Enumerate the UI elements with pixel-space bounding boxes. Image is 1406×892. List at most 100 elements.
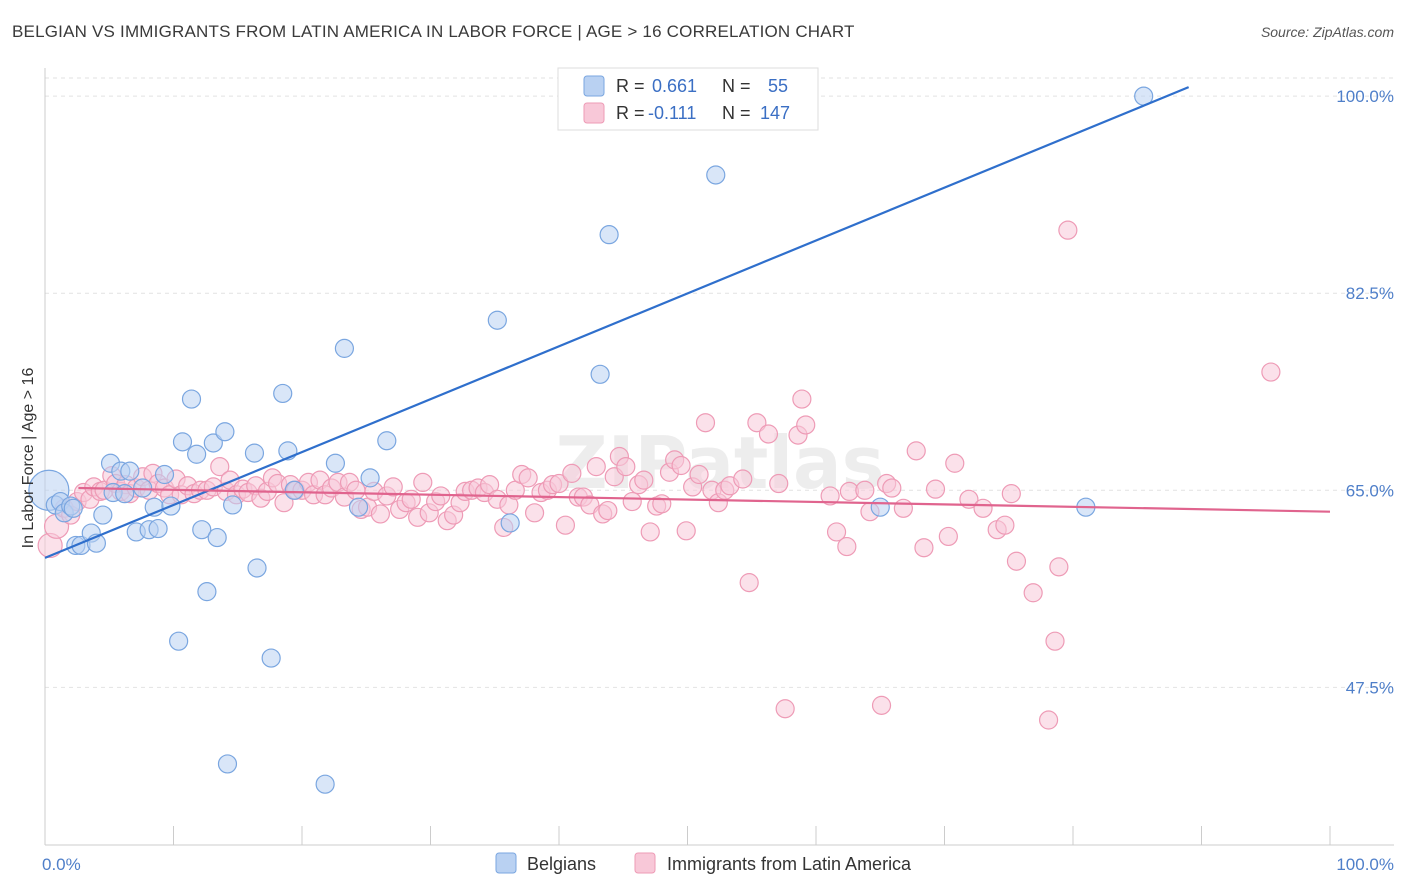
latin-america-point [562, 463, 582, 483]
latin-america-point [837, 536, 857, 557]
legend-label-latin-america: Immigrants from Latin America [667, 854, 912, 874]
belgian-point [360, 468, 380, 488]
latin-america-point [1001, 484, 1021, 504]
latin-america-point [792, 389, 812, 409]
stats-n-value-2: 147 [760, 103, 790, 123]
belgian-point [148, 518, 168, 539]
latin-america-point [1038, 710, 1059, 730]
belgian-point [192, 520, 212, 540]
latin-america-point [383, 477, 403, 497]
chart-source: Source: ZipAtlas.com [1260, 24, 1394, 40]
stats-n-label-2: N = [722, 103, 751, 123]
stats-r-label-2: R = [616, 103, 645, 123]
legend-swatch-belgians [495, 852, 517, 874]
latin-america-point [652, 494, 672, 514]
belgian-point [187, 444, 207, 464]
belgian-point [348, 497, 369, 517]
stats-n-label-1: N = [722, 76, 751, 96]
latin-america-point [695, 413, 716, 433]
stats-legend: R = 0.661 N = 55 R = -0.111 N = 147 [557, 67, 819, 131]
stats-n-value-1: 55 [768, 76, 788, 96]
latin-america-point [906, 441, 926, 461]
latin-america-point [758, 424, 779, 444]
latin-america-point [775, 699, 795, 719]
belgian-point [197, 582, 217, 602]
latin-america-point [1261, 362, 1281, 382]
axes [44, 68, 1394, 846]
belgian-point [590, 364, 610, 384]
belgian-point [154, 464, 175, 485]
latin-america-point [733, 469, 753, 489]
x-tick-label-max: 100.0% [1336, 855, 1394, 874]
latin-america-point [671, 455, 691, 476]
stats-r-value-2: -0.111 [648, 103, 696, 123]
belgian-point [169, 631, 189, 651]
belgian-point [63, 498, 83, 518]
latin-america-point [640, 522, 660, 542]
latin-america-point [676, 521, 696, 541]
y-tick-label: 47.5% [1346, 678, 1394, 697]
belgian-point [500, 513, 520, 533]
trend-lines [44, 86, 1331, 559]
latin-america-point [925, 479, 946, 499]
latin-america-point [882, 478, 902, 498]
latin-america-point [1006, 551, 1027, 571]
legend-swatch-latin-america [634, 852, 656, 874]
belgian-point [120, 461, 140, 481]
x-ticks [173, 826, 1331, 845]
x-tick-label-min: 0.0% [42, 855, 81, 874]
latin-america-point [893, 498, 913, 518]
belgian-point [870, 497, 890, 517]
belgian-point [247, 558, 267, 578]
y-tick-label: 82.5% [1346, 284, 1394, 303]
latin-america-point [945, 453, 965, 473]
belgian-point [261, 648, 281, 668]
stats-r-value-1: 0.661 [652, 76, 697, 96]
belgian-trend-line [44, 86, 1190, 559]
belgian-point [706, 165, 726, 185]
latin-america-point [524, 503, 545, 523]
y-axis-label: In Labor Force | Age > 16 [20, 368, 37, 549]
stats-swatch-latin-america [583, 102, 605, 124]
latin-america-point [871, 695, 892, 715]
latin-america-point [938, 526, 958, 547]
latin-america-point [826, 522, 847, 542]
y-tick-label: 100.0% [1336, 87, 1394, 106]
latin-america-point [210, 457, 230, 477]
latin-america-point [769, 473, 789, 494]
belgian-point [284, 480, 304, 500]
latin-america-point [820, 486, 840, 506]
belgian-point [244, 443, 265, 463]
latin-america-point [914, 538, 934, 558]
latin-america-point [747, 413, 767, 433]
belgian-point [223, 495, 243, 515]
latin-america-point [739, 573, 759, 593]
chart-title: BELGIAN VS IMMIGRANTS FROM LATIN AMERICA… [12, 22, 855, 41]
latin-america-point [616, 457, 636, 477]
latin-america-point [689, 464, 709, 485]
latin-america-point [413, 472, 433, 492]
y-tick-label: 65.0% [1346, 481, 1394, 500]
latin-america-point [346, 480, 366, 500]
latin-america-point [370, 504, 390, 524]
belgian-point [172, 432, 193, 452]
stats-r-label-1: R = [616, 76, 645, 96]
belgian-point [115, 484, 135, 504]
latin-america-point [1045, 631, 1065, 651]
belgian-point [273, 383, 293, 404]
latin-america-point [549, 473, 569, 494]
latin-america-point [586, 457, 606, 477]
latin-america-point [634, 470, 654, 490]
latin-america-point [274, 493, 294, 513]
belgian-points [28, 75, 1154, 794]
y-tick-labels: 47.5% 65.0% 82.5% 100.0% [1336, 87, 1394, 697]
stats-swatch-belgians [583, 75, 605, 97]
latin-america-point [1023, 583, 1043, 603]
latin-america-point [518, 468, 538, 488]
belgian-point [487, 310, 507, 330]
belgian-point [315, 774, 335, 794]
latin-america-point [855, 480, 875, 500]
latin-america-point [555, 515, 576, 535]
belgian-point [215, 422, 235, 442]
